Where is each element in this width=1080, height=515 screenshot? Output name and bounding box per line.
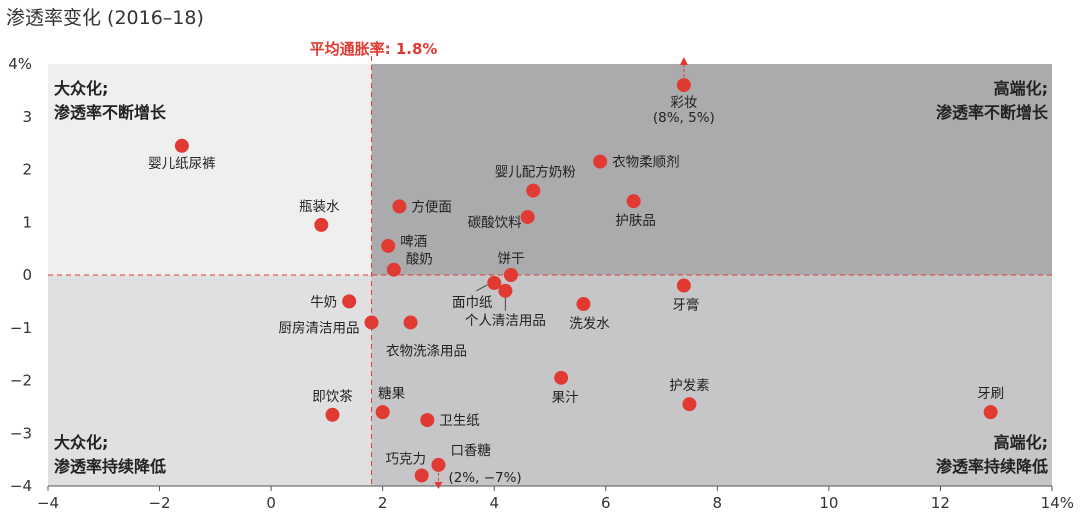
- data-point: [325, 407, 340, 422]
- y-tick-label: −4: [10, 477, 32, 495]
- quadrant-label-line1: 大众化;: [54, 79, 108, 98]
- x-tick-label: −2: [148, 494, 170, 512]
- quadrant-top-left: [48, 64, 372, 275]
- point-note: (2%, −7%): [448, 470, 521, 486]
- quadrant-label-line2: 渗透率不断增长: [54, 103, 167, 122]
- quadrant-labels: 大众化;渗透率不断增长高端化;渗透率不断增长大众化;渗透率持续降低高端化;渗透率…: [54, 79, 1049, 476]
- offscale-arrow-head: [679, 57, 688, 65]
- data-point: [381, 238, 396, 253]
- quadrant-label-line1: 高端化;: [994, 433, 1048, 452]
- data-point: [520, 209, 535, 224]
- quadrant-label-line1: 大众化;: [54, 433, 108, 452]
- point-label: 彩妆: [670, 95, 697, 111]
- point-label: 牛奶: [310, 294, 337, 310]
- x-tick-label: 12: [931, 494, 950, 512]
- x-tick-label: 10: [819, 494, 838, 512]
- data-point: [498, 283, 513, 298]
- data-point: [983, 405, 998, 420]
- point-label: 护发素: [669, 378, 710, 394]
- quadrant-backgrounds: [48, 64, 1052, 486]
- data-point: [526, 183, 541, 198]
- x-tick-label: −4: [37, 494, 59, 512]
- quadrant-label-line2: 渗透率不断增长: [936, 103, 1049, 122]
- data-point: [174, 138, 189, 153]
- point-note: (8%, 5%): [653, 110, 715, 126]
- y-tick-label: 2: [22, 161, 32, 179]
- y-tick-label: 0: [22, 266, 32, 284]
- reference-line-group: 平均通胀率: 1.8%: [48, 40, 1052, 486]
- data-point: [392, 199, 407, 214]
- data-point: [314, 217, 329, 232]
- y-tick-label: −3: [10, 424, 32, 442]
- data-point: [342, 294, 357, 309]
- point-label: 果汁: [552, 390, 579, 406]
- point-label: 方便面: [411, 199, 452, 215]
- point-label: 婴儿纸尿裤: [148, 156, 216, 172]
- quadrant-label-line2: 渗透率持续降低: [936, 457, 1048, 476]
- data-point: [676, 278, 691, 293]
- quadrant-label-line2: 渗透率持续降低: [54, 457, 166, 476]
- data-point: [414, 468, 429, 483]
- leader-line: [475, 284, 488, 292]
- data-point: [676, 78, 691, 93]
- data-point: [375, 405, 390, 420]
- y-tick-label: 3: [22, 108, 32, 126]
- point-label: 面巾纸: [452, 295, 493, 311]
- point-label: 牙膏: [672, 297, 699, 314]
- data-point: [593, 154, 608, 169]
- point-label: 瓶装水: [299, 199, 340, 215]
- point-label: 卫生纸: [439, 413, 480, 429]
- y-axis-title: 渗透率变化 (2016–18): [6, 7, 204, 29]
- data-point: [554, 370, 569, 385]
- x-tick-label: 14%: [1041, 494, 1074, 512]
- quadrant-bottom-right: [371, 275, 1052, 486]
- point-label: 饼干: [497, 251, 524, 267]
- point-label: 口香糖: [450, 443, 491, 459]
- offscale-arrow-head: [434, 482, 443, 489]
- data-point: [487, 275, 502, 290]
- quadrant-label-line1: 高端化;: [994, 79, 1048, 98]
- x-tick-label: 8: [713, 494, 723, 512]
- x-tick-label: 6: [601, 494, 611, 512]
- x-tick-label: 2: [378, 494, 388, 512]
- point-label: 衣物柔顺剂: [612, 155, 680, 171]
- data-point: [431, 457, 446, 472]
- point-label: 啤酒: [400, 234, 427, 250]
- point-label: 护肤品: [615, 213, 656, 229]
- data-point: [576, 297, 591, 312]
- point-label: 婴儿配方奶粉: [495, 165, 576, 181]
- data-point: [626, 194, 641, 209]
- point-label: 碳酸饮料: [468, 215, 522, 231]
- y-tick-label: 1: [22, 213, 32, 231]
- point-label: 即饮茶: [312, 389, 353, 405]
- data-point: [682, 397, 697, 412]
- inflation-reference-label: 平均通胀率: 1.8%: [310, 40, 438, 58]
- point-label: 酸奶: [406, 252, 433, 268]
- data-point: [386, 262, 401, 277]
- point-label: 巧克力: [385, 451, 426, 467]
- data-point: [503, 268, 518, 282]
- y-tick-label: −1: [10, 319, 32, 337]
- point-label: 洗发水: [569, 316, 610, 332]
- x-tick-label: 0: [266, 494, 276, 512]
- point-label: 个人清洁用品: [465, 313, 546, 329]
- data-point: [420, 413, 435, 428]
- point-label: 衣物洗涤用品: [386, 343, 467, 359]
- quadrant-bottom-left: [48, 275, 372, 486]
- y-tick-label: −2: [10, 372, 32, 390]
- point-label: 糖果: [378, 386, 405, 402]
- data-point: [364, 315, 379, 330]
- y-tick-label: 4%: [8, 55, 32, 73]
- data-point: [403, 315, 418, 330]
- x-tick-label: 4: [489, 494, 499, 512]
- quadrant-top-right: [371, 64, 1052, 275]
- point-label: 厨房清洁用品: [279, 320, 360, 336]
- data-points: [174, 57, 998, 489]
- point-label: 牙刷: [977, 386, 1004, 402]
